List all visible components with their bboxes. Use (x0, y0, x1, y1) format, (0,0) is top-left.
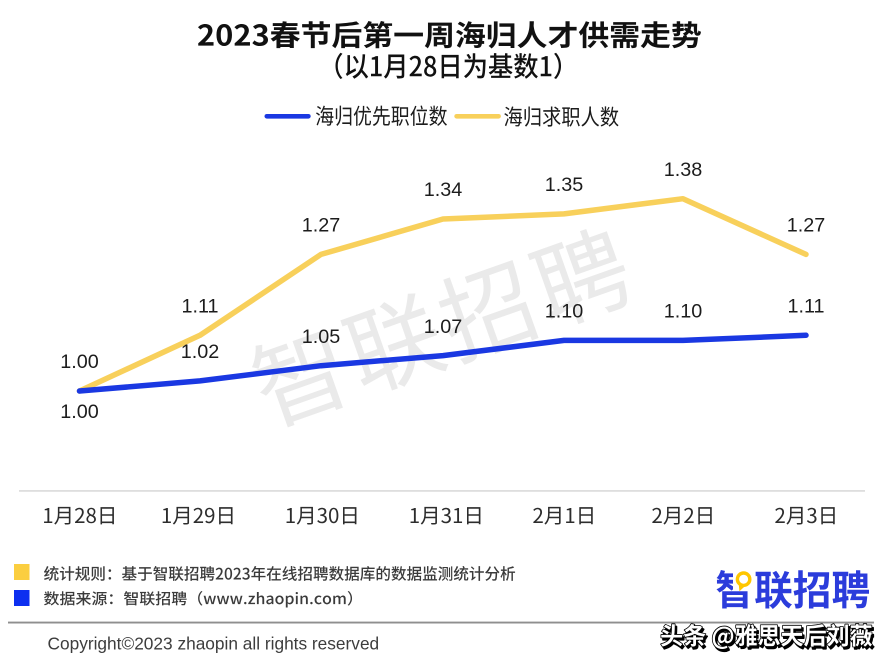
svg-text:1.00: 1.00 (60, 401, 99, 423)
svg-text:Copyright©2023 zhaopin all rig: Copyright©2023 zhaopin all rights reserv… (48, 634, 380, 654)
svg-text:1.35: 1.35 (545, 174, 584, 196)
svg-text:1.10: 1.10 (664, 301, 703, 323)
svg-text:1.38: 1.38 (664, 159, 703, 181)
svg-text:1.02: 1.02 (181, 341, 220, 363)
svg-text:1.05: 1.05 (302, 326, 341, 348)
svg-text:1.11: 1.11 (181, 296, 218, 318)
svg-text:1.34: 1.34 (424, 179, 463, 201)
svg-text:1.00: 1.00 (60, 351, 99, 373)
svg-text:1.07: 1.07 (424, 316, 463, 338)
svg-text:1.11: 1.11 (787, 296, 824, 318)
svg-text:1.27: 1.27 (302, 215, 341, 237)
svg-text:1.10: 1.10 (545, 301, 584, 323)
svg-text:1.27: 1.27 (787, 215, 826, 237)
